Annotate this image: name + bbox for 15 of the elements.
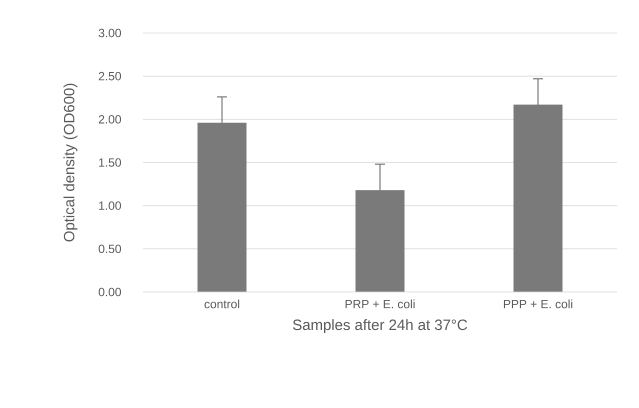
y-tick-label: 0.00 [98, 288, 122, 296]
y-axis-title: Optical density (OD600) [63, 84, 78, 242]
y-tick-label: 1.00 [99, 201, 122, 210]
bar [198, 122, 246, 292]
y-tick-label: 3.00 [98, 28, 122, 38]
bar [356, 190, 405, 292]
x-tick-label: control [204, 300, 240, 308]
y-tick-label: 2.00 [98, 115, 122, 124]
y-tick-label: 2.50 [98, 72, 122, 80]
x-tick-label: PRP + E. coli [346, 300, 415, 308]
x-tick-label: PPP + E. coli [504, 300, 572, 308]
y-tick-label: 0.50 [98, 244, 122, 254]
x-axis-title: Samples after 24h at 37°C [292, 319, 468, 334]
bar [514, 104, 563, 292]
y-tick-label: 1.50 [99, 158, 122, 167]
